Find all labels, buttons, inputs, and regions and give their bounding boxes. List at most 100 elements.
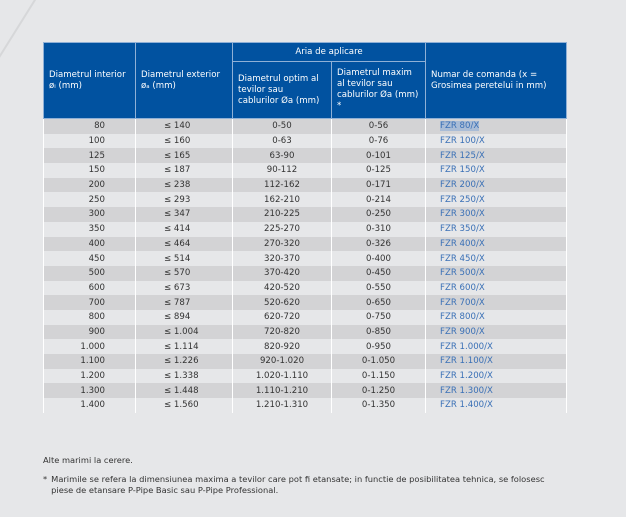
order-number-link[interactable]: FZR 100/X	[440, 136, 485, 147]
inner-diameter-cell: 1.300	[43, 383, 136, 399]
cell-text: 1.300	[80, 385, 105, 396]
header-inner-diameter: Diametrul interior øᵢ (mm)	[43, 42, 136, 119]
max-diameter-cell: 0-171	[330, 177, 427, 193]
max-diameter-cell: 0-650	[330, 295, 427, 310]
outer-diameter-cell: ≤ 293	[135, 192, 233, 208]
cell-text: 370-420	[264, 268, 300, 279]
asterisk: *	[43, 474, 48, 484]
order-number-link[interactable]: FZR 500/X	[440, 268, 485, 279]
outer-diameter-cell: ≤ 1.114	[135, 339, 233, 354]
order-number-link[interactable]: FZR 450/X	[440, 253, 485, 264]
inner-diameter-cell: 350	[43, 221, 136, 237]
order-number-link[interactable]: FZR 900/X	[440, 326, 485, 337]
order-number-cell[interactable]: FZR 80/X	[425, 118, 568, 134]
order-number-cell[interactable]: FZR 250/X	[425, 192, 568, 208]
optimal-diameter-cell: 520-620	[232, 295, 332, 310]
order-number-link[interactable]: FZR 1.200/X	[440, 371, 493, 382]
order-number-cell[interactable]: FZR 500/X	[425, 265, 568, 281]
cell-text: 0-400	[366, 253, 391, 264]
order-number-link[interactable]: FZR 800/X	[440, 312, 485, 323]
optimal-diameter-cell: 0-50	[232, 118, 332, 134]
order-number-cell[interactable]: FZR 700/X	[425, 295, 568, 310]
header-order-number: Numar de comanda (x = Grosimea peretelui…	[425, 42, 568, 119]
order-number-link[interactable]: FZR 1.100/X	[440, 356, 493, 367]
table-row: 1.400 ≤ 1.560 1.210-1.310 0-1.350 FZR 1.400/…	[43, 398, 568, 413]
order-number-cell[interactable]: FZR 1.300/X	[425, 383, 568, 399]
cell-text: 1.100	[80, 356, 105, 367]
order-number-cell[interactable]: FZR 100/X	[425, 133, 568, 149]
order-number-link[interactable]: FZR 300/X	[440, 209, 485, 220]
inner-diameter-cell: 300	[43, 207, 136, 222]
inner-diameter-cell: 450	[43, 251, 136, 266]
order-number-link[interactable]: FZR 350/X	[440, 224, 485, 235]
cell-text: 210-225	[264, 209, 300, 220]
order-number-link[interactable]: FZR 400/X	[440, 238, 485, 249]
order-number-cell[interactable]: FZR 125/X	[425, 148, 568, 164]
order-number-cell[interactable]: FZR 150/X	[425, 163, 568, 178]
max-diameter-cell: 0-1.250	[330, 383, 427, 399]
table-row: 1.200 ≤ 1.338 1.020-1.110 0-1.150 FZR 1.200/…	[43, 368, 568, 384]
order-number-link[interactable]: FZR 1.400/X	[440, 400, 493, 411]
order-number-cell[interactable]: FZR 350/X	[425, 221, 568, 237]
max-diameter-cell: 0-125	[330, 163, 427, 178]
cell-text: 450	[88, 253, 105, 264]
inner-diameter-cell: 1.200	[43, 368, 136, 384]
cell-text: ≤ 160	[164, 136, 191, 147]
table-row: 600 ≤ 673 420-520 0-550 FZR 600/X	[43, 280, 568, 296]
cell-text: ≤ 1.114	[164, 341, 199, 352]
order-number-link[interactable]: FZR 1.300/X	[440, 385, 493, 396]
order-number-cell[interactable]: FZR 900/X	[425, 324, 568, 340]
order-number-cell[interactable]: FZR 400/X	[425, 236, 568, 252]
order-number-link[interactable]: FZR 600/X	[440, 282, 485, 293]
order-number-cell[interactable]: FZR 1.000/X	[425, 339, 568, 354]
table-row: 900 ≤ 1.004 720-820 0-850 FZR 900/X	[43, 324, 568, 340]
max-diameter-cell: 0-310	[330, 221, 427, 237]
cell-text: 0-550	[366, 282, 391, 293]
cell-text: 520-620	[264, 297, 300, 308]
cell-text: 1.200	[80, 371, 105, 382]
cell-text: ≤ 673	[164, 282, 191, 293]
order-number-cell[interactable]: FZR 200/X	[425, 177, 568, 193]
order-number-link[interactable]: FZR 250/X	[440, 194, 485, 205]
order-number-link[interactable]: FZR 150/X	[440, 165, 485, 176]
order-number-cell[interactable]: FZR 1.400/X	[425, 398, 568, 413]
table-row: 500 ≤ 570 370-420 0-450 FZR 500/X	[43, 265, 568, 281]
order-number-link[interactable]: FZR 80/X	[440, 121, 480, 132]
cell-text: ≤ 347	[164, 209, 191, 220]
cell-text: 1.400	[80, 400, 105, 411]
outer-diameter-cell: ≤ 570	[135, 265, 233, 281]
order-number-link[interactable]: FZR 125/X	[440, 150, 485, 161]
max-diameter-cell: 0-950	[330, 339, 427, 354]
other-sizes-note: Alte marimi la cerere.	[43, 455, 133, 465]
order-number-link[interactable]: FZR 700/X	[440, 297, 485, 308]
table-row: 450 ≤ 514 320-370 0-400 FZR 450/X	[43, 251, 568, 266]
header-outer-diameter: Diametrul exterior øₐ (mm)	[135, 42, 233, 119]
order-number-cell[interactable]: FZR 800/X	[425, 309, 568, 325]
cell-text: 1.020-1.110	[255, 371, 309, 382]
cell-text: 0-101	[366, 150, 391, 161]
order-number-link[interactable]: FZR 1.000/X	[440, 341, 493, 352]
order-number-cell[interactable]: FZR 600/X	[425, 280, 568, 296]
optimal-diameter-cell: 420-520	[232, 280, 332, 296]
outer-diameter-cell: ≤ 165	[135, 148, 233, 164]
order-number-link[interactable]: FZR 200/X	[440, 180, 485, 191]
max-diameter-cell: 0-56	[330, 118, 427, 134]
order-number-cell[interactable]: FZR 300/X	[425, 207, 568, 222]
table-row: 150 ≤ 187 90-112 0-125 FZR 150/X	[43, 163, 568, 178]
order-number-cell[interactable]: FZR 1.100/X	[425, 354, 568, 369]
optimal-diameter-cell: 0-63	[232, 133, 332, 149]
order-number-cell[interactable]: FZR 450/X	[425, 251, 568, 266]
optimal-diameter-cell: 112-162	[232, 177, 332, 193]
order-number-cell[interactable]: FZR 1.200/X	[425, 368, 568, 384]
cell-text: 150	[88, 165, 105, 176]
outer-diameter-cell: ≤ 1.448	[135, 383, 233, 399]
outer-diameter-cell: ≤ 787	[135, 295, 233, 310]
cell-text: ≤ 140	[164, 121, 191, 132]
cell-text: 320-370	[264, 253, 300, 264]
cell-text: ≤ 1.448	[164, 385, 199, 396]
max-diameter-cell: 0-400	[330, 251, 427, 266]
cell-text: 600	[88, 282, 105, 293]
cell-text: 400	[88, 238, 105, 249]
optimal-diameter-cell: 1.210-1.310	[232, 398, 332, 413]
cell-text: 0-750	[366, 312, 391, 323]
